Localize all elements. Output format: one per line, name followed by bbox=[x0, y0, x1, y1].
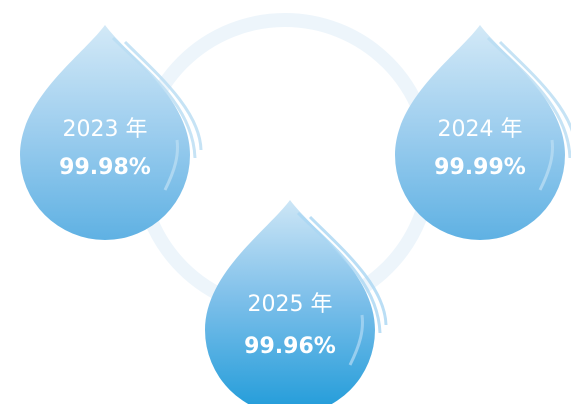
year-label: 2023 年 bbox=[63, 117, 148, 142]
year-label: 2024 年 bbox=[438, 117, 523, 142]
drop bbox=[395, 25, 571, 240]
drop bbox=[205, 200, 388, 404]
value-label: 99.98% bbox=[59, 155, 151, 180]
drop bbox=[20, 25, 203, 240]
value-label: 99.99% bbox=[434, 155, 526, 180]
value-label: 99.96% bbox=[244, 334, 336, 359]
year-label: 2025 年 bbox=[248, 292, 333, 317]
